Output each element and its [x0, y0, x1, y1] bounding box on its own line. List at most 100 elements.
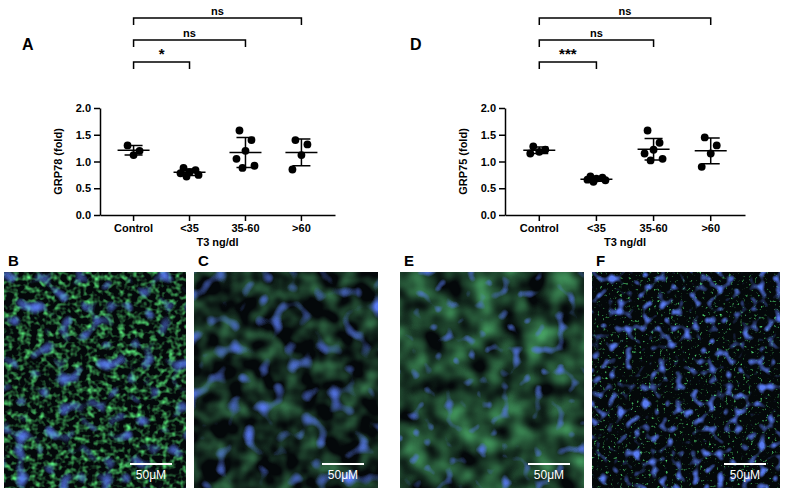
- data-point: [656, 139, 664, 147]
- significance-bracket: [134, 62, 190, 69]
- scale-bar-label: 50μM: [136, 468, 166, 482]
- x-tick-mark: [539, 215, 541, 221]
- data-point: [233, 155, 241, 163]
- y-axis: 0.0 0.5 1.0 1.5 2.0: [481, 102, 506, 221]
- data-point: [304, 140, 312, 148]
- y-tick-label: 1.0: [76, 156, 91, 168]
- significance-label: ns: [619, 5, 632, 17]
- y-tick-mark: [94, 108, 100, 110]
- chart-panel: 0.0 0.5 1.0 1.5 2.0 Control <35 35-60 >60 T3 ng/d…: [410, 5, 746, 248]
- x-tick: Control: [114, 215, 153, 234]
- x-tick-mark: [133, 215, 135, 221]
- y-tick: 2.0: [481, 102, 505, 114]
- panel-label: A: [22, 36, 34, 53]
- plot-marks: [523, 127, 726, 186]
- x-tick-label: >60: [701, 222, 720, 234]
- image-nuclei: [400, 272, 584, 488]
- x-tick-mark: [189, 215, 191, 221]
- x-tick-mark: [653, 215, 655, 221]
- x-tick-label: 35-60: [640, 222, 668, 234]
- x-tick: <35: [180, 215, 199, 234]
- data-point: [289, 166, 297, 174]
- y-tick: 0.5: [76, 182, 100, 194]
- significance-bracket: [539, 18, 710, 25]
- y-tick: 1.0: [76, 156, 100, 168]
- y-tick-label: 1.5: [76, 129, 91, 141]
- error-bar: [125, 145, 143, 155]
- x-axis-title: T3 ng/dl: [604, 236, 646, 248]
- scale-bar: [130, 463, 172, 465]
- error-bar: [702, 138, 720, 164]
- error-bar: [292, 139, 310, 166]
- image-panel: 50μM C: [194, 252, 378, 488]
- significance-bracket: [539, 62, 596, 69]
- panel-label: C: [198, 252, 209, 269]
- x-tick-mark: [245, 215, 247, 221]
- significance-label: ns: [590, 27, 603, 39]
- y-tick: 1.5: [76, 129, 100, 141]
- scale-bar-label: 50μM: [534, 468, 564, 482]
- error-bar: [236, 137, 254, 167]
- y-tick-label: 1.5: [481, 129, 496, 141]
- x-axis: Control <35 35-60 >60: [506, 215, 746, 234]
- x-tick-mark: [301, 215, 303, 221]
- image-background: [4, 272, 186, 488]
- error-bar: [587, 177, 605, 181]
- significance-label: ns: [183, 27, 196, 39]
- chart-panel: 0.0 0.5 1.0 1.5 2.0 Control <35 35-60 >60 T3 ng/d…: [22, 5, 336, 248]
- image-nuclei: [592, 272, 780, 488]
- significance-bracket: [134, 18, 302, 25]
- y-tick-label: 0.5: [76, 182, 91, 194]
- image-background: [194, 272, 378, 488]
- image-background: [592, 272, 780, 488]
- x-tick-mark: [710, 215, 712, 221]
- x-tick: 35-60: [231, 215, 259, 234]
- image-nuclei: [194, 272, 378, 488]
- y-tick: 0.0: [76, 209, 100, 221]
- y-tick: 0.5: [481, 182, 505, 194]
- data-point: [292, 136, 300, 144]
- scale-bar-label: 50μM: [328, 468, 358, 482]
- y-tick-label: 0.0: [76, 209, 91, 221]
- x-tick: Control: [520, 215, 559, 234]
- significance-label: ns: [211, 5, 224, 17]
- significance-label: ***: [559, 45, 577, 62]
- x-tick: >60: [292, 215, 311, 234]
- image-green-stain: [4, 272, 186, 488]
- data-point: [713, 142, 721, 150]
- image-nuclei: [4, 272, 186, 488]
- data-point: [644, 127, 652, 135]
- y-tick: 2.0: [76, 102, 100, 114]
- x-tick: >60: [701, 215, 720, 234]
- significance-label: *: [159, 45, 165, 62]
- image-background: [400, 272, 584, 488]
- x-tick-label: <35: [180, 222, 199, 234]
- y-tick-mark: [499, 188, 505, 190]
- y-tick-mark: [94, 215, 100, 217]
- image-green-stain: [592, 272, 780, 488]
- scale-bar: [322, 463, 364, 465]
- y-tick-mark: [94, 161, 100, 163]
- x-axis-title: T3 ng/dl: [196, 236, 238, 248]
- x-tick-mark: [596, 215, 598, 221]
- y-axis: 0.0 0.5 1.0 1.5 2.0: [76, 102, 101, 221]
- y-tick-label: 0.0: [481, 209, 496, 221]
- image-panel: 50μM B: [4, 252, 186, 488]
- y-axis-title: GRP78 (fold): [52, 128, 64, 195]
- image-green-stain: [194, 272, 378, 488]
- x-tick: <35: [587, 215, 606, 234]
- image-green-stain: [400, 272, 584, 488]
- panel-label: F: [596, 252, 605, 269]
- panel-label: B: [8, 252, 19, 269]
- significance-bracket: [134, 40, 246, 47]
- data-point: [251, 162, 259, 170]
- scale-bar: [724, 463, 766, 465]
- x-tick-label: 35-60: [231, 222, 259, 234]
- y-tick-label: 1.0: [481, 156, 496, 168]
- x-tick-label: <35: [587, 222, 606, 234]
- error-bar: [645, 138, 663, 159]
- y-tick: 0.0: [481, 209, 505, 221]
- y-tick-mark: [499, 215, 505, 217]
- figure: 0.0 0.5 1.0 1.5 2.0 Control <35 35-60 >60 T3 ng/d…: [0, 0, 787, 494]
- y-tick-mark: [499, 108, 505, 110]
